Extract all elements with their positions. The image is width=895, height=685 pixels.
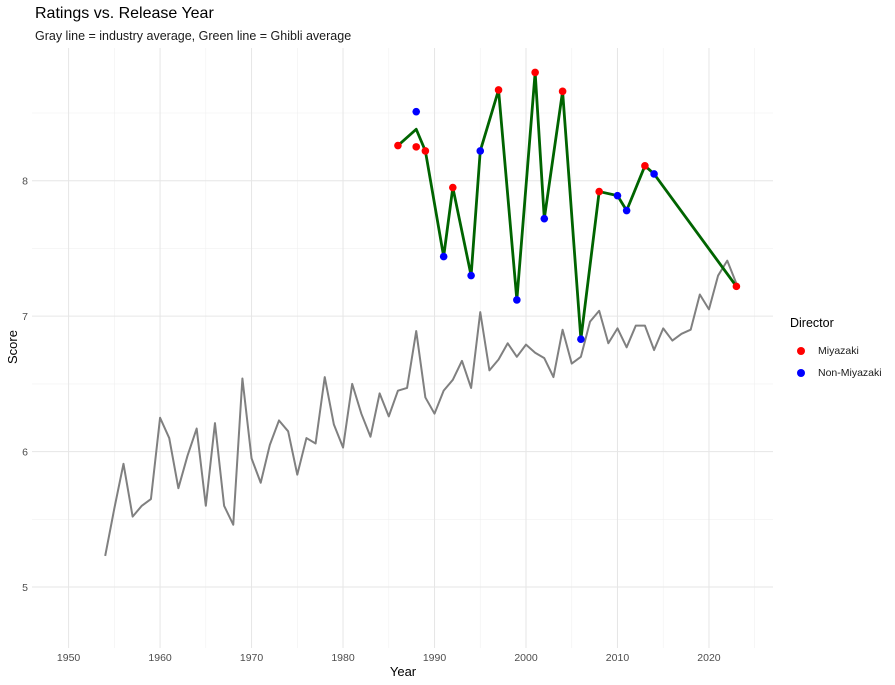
miyazaki-point [531,68,539,77]
miyazaki-point [558,87,567,96]
non-miyazaki-point [622,206,631,215]
x-tick-label: 1950 [57,652,81,664]
miyazaki-point [394,141,402,150]
non-miyazaki-point [439,252,448,261]
miyazaki-point [732,282,741,291]
non-miyazaki-point [467,271,475,280]
chart-title: Ratings vs. Release Year [35,5,214,22]
industry-average-line [104,259,738,557]
non-miyazaki-point [540,214,549,223]
non-miyazaki-point [513,296,521,304]
ticks-layer: 1950 1960 1970 1980 1990 2000 2010 2020 5 6 7 8 [22,176,721,664]
x-tick-label: 2000 [514,652,538,664]
legend-item-miyazaki: Miyazaki [790,340,882,362]
legend-title: Director [790,316,834,330]
ghibli-average-layer [396,70,738,341]
legend-label-non-miyazaki: Non-Miyazaki [818,367,882,379]
legend: Director Miyazaki Non-Miyazaki [790,316,882,384]
miyazaki-point [449,183,457,192]
y-axis-label: Score [5,330,20,364]
non-miyazaki-point [476,147,485,155]
industry-average-layer [104,259,738,557]
points-layer [394,68,741,343]
y-tick-label: 6 [22,447,28,459]
chart-subtitle: Gray line = industry average, Green line… [35,29,352,43]
legend-item-non-miyazaki: Non-Miyazaki [790,362,882,384]
non-miyazaki-point [613,191,622,200]
grid [32,48,773,648]
x-tick-label: 1970 [240,652,264,664]
legend-key-non-miyazaki [797,369,805,377]
miyazaki-point [421,147,430,155]
miyazaki-point [494,86,503,94]
y-tick-label: 5 [22,582,28,594]
x-tick-label: 1960 [148,652,172,664]
x-axis-label: Year [390,664,417,679]
non-miyazaki-point [577,335,585,343]
x-tick-label: 2020 [697,652,721,664]
ghibli-average-line [396,70,738,341]
x-tick-label: 1980 [331,652,355,664]
x-tick-label: 1990 [423,652,447,664]
legend-key-miyazaki [797,347,805,355]
y-tick-label: 8 [22,176,28,188]
non-miyazaki-point [412,107,421,116]
legend-label-miyazaki: Miyazaki [818,345,859,357]
y-tick-label: 7 [22,311,28,323]
miyazaki-point [641,162,649,170]
non-miyazaki-point [650,170,658,178]
miyazaki-point [412,143,421,151]
miyazaki-point [595,187,603,196]
x-tick-label: 2010 [606,652,630,664]
